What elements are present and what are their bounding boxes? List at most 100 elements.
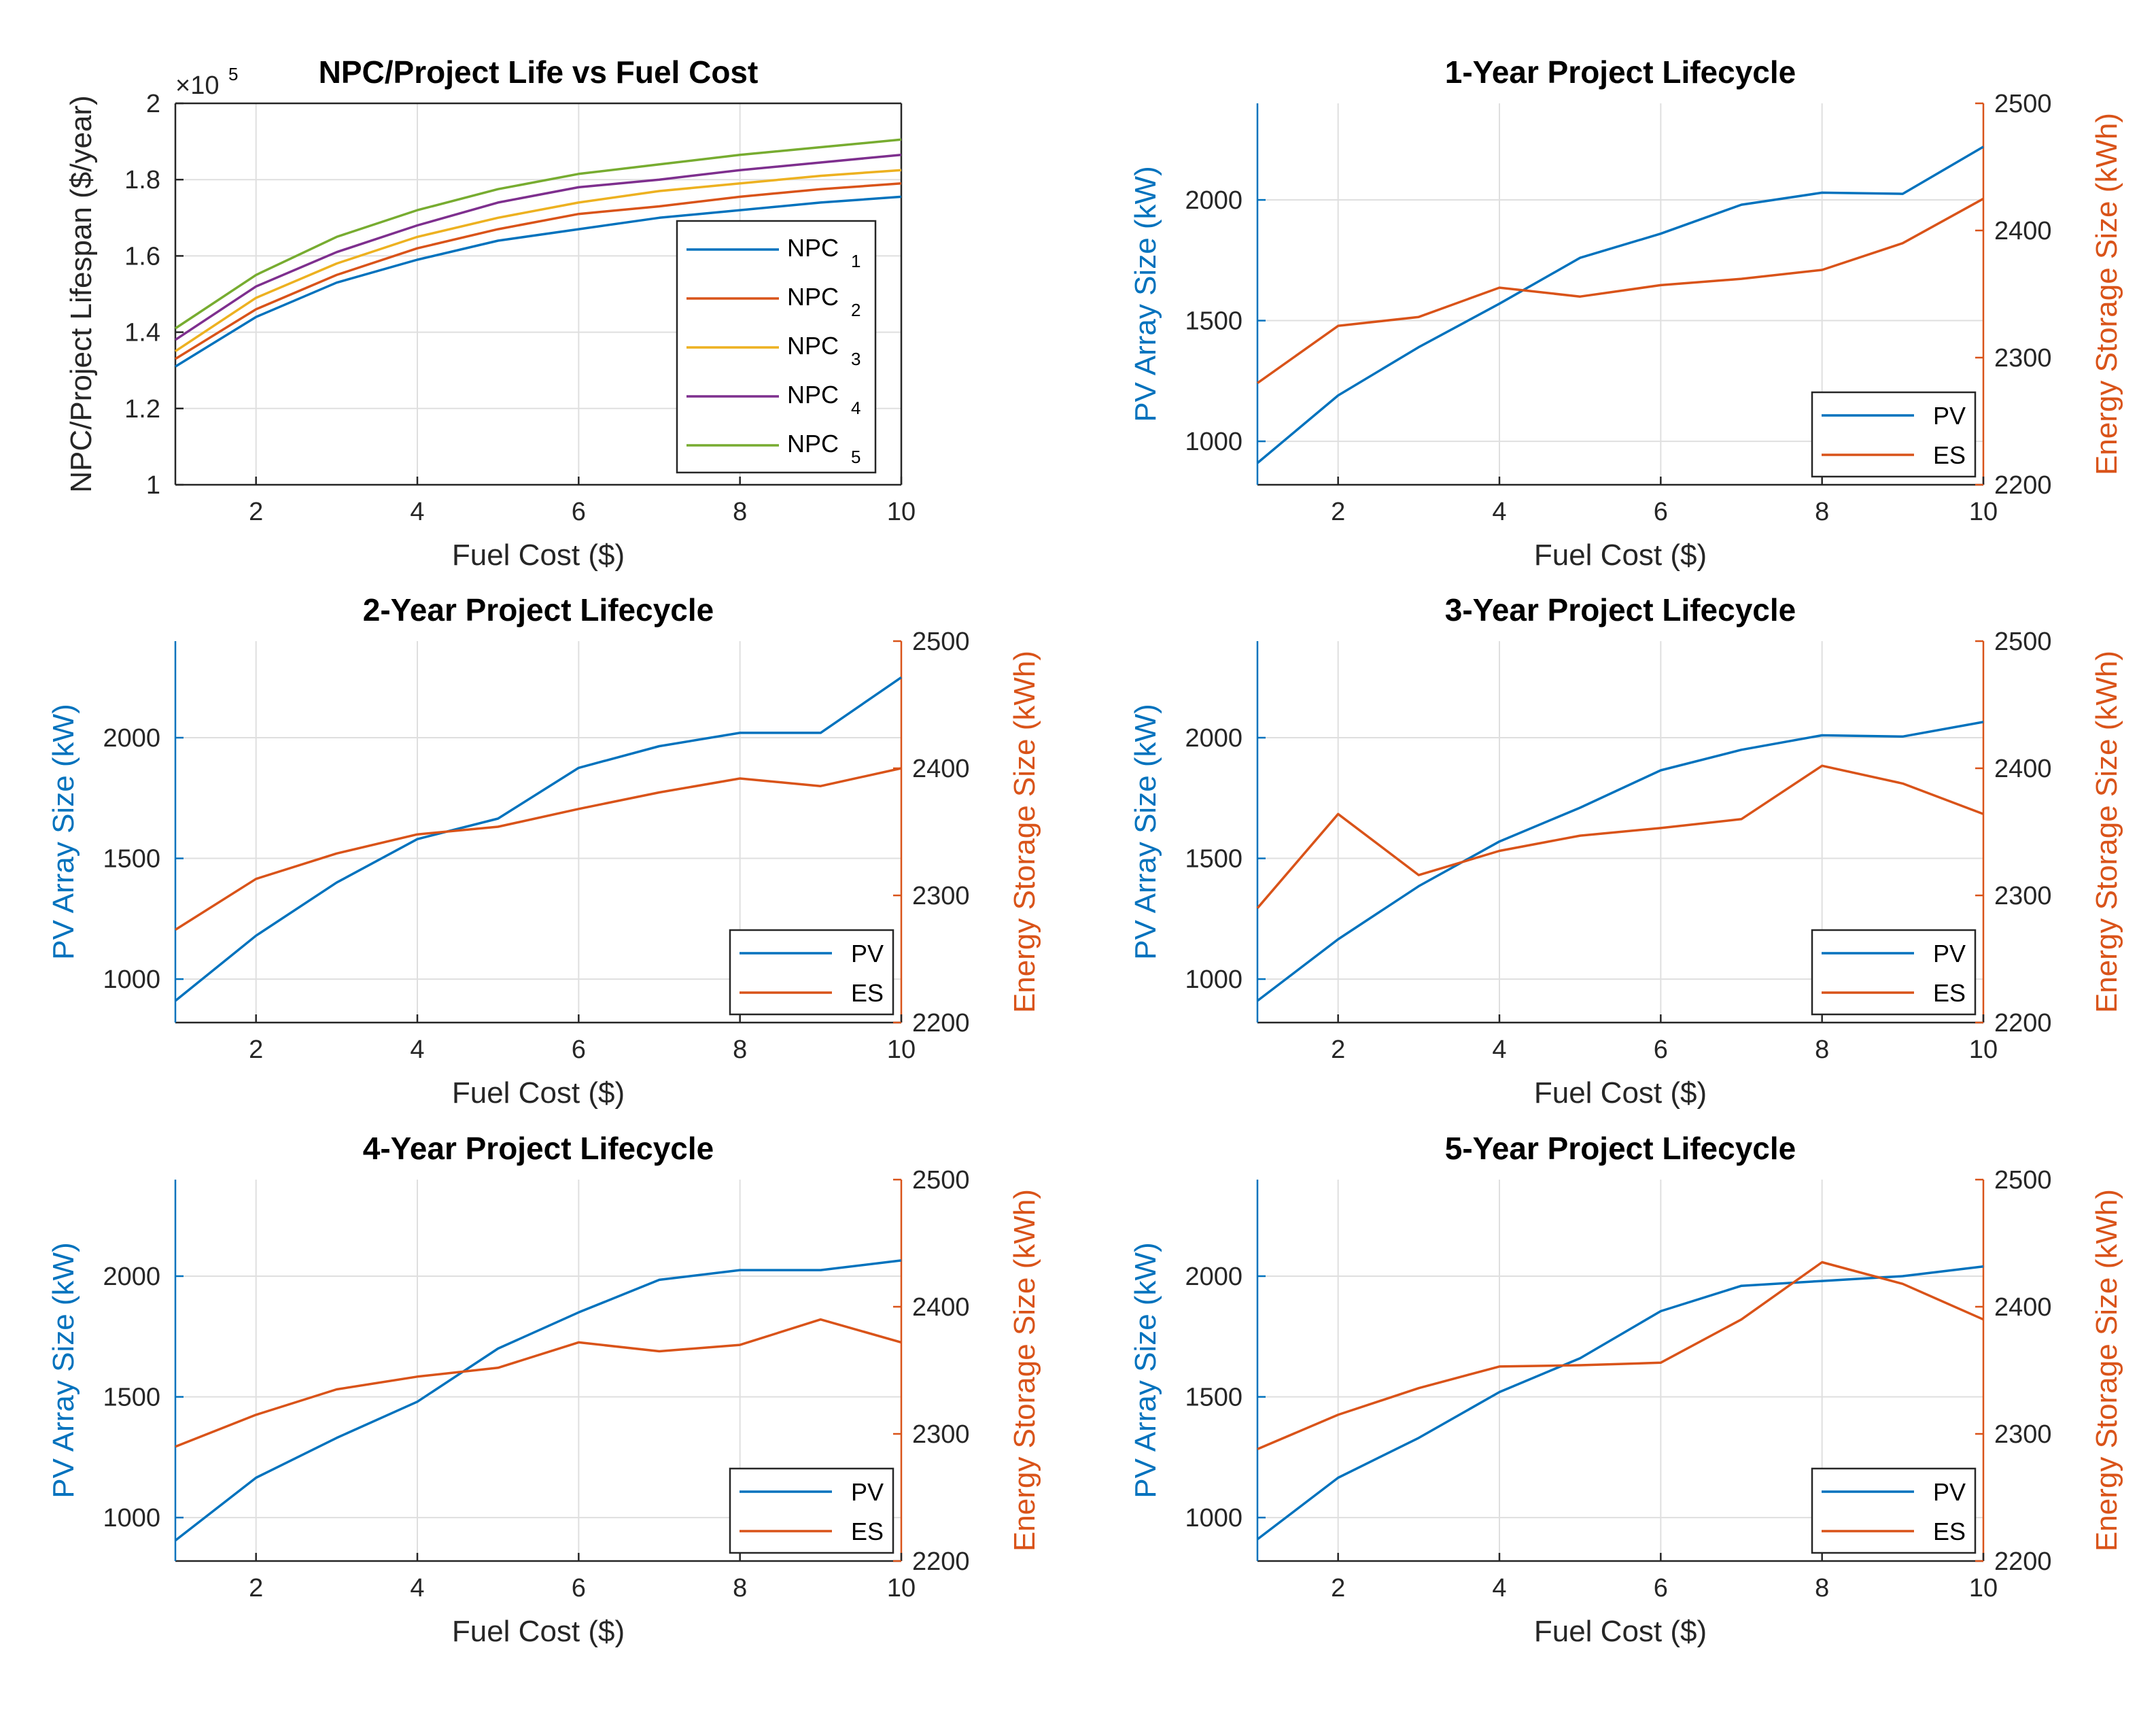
series-line-npc4 <box>175 153 902 341</box>
x-tick-label: 2 <box>1331 498 1345 526</box>
y-tick-label-left: 1.4 <box>124 319 160 347</box>
chart-title: 5-Year Project Lifecycle <box>1445 1131 1796 1166</box>
y-axis-label-right: Energy Storage Size (kWh) <box>1008 651 1041 1013</box>
legend-label: NPC <box>787 283 839 311</box>
legend-label: ES <box>1933 979 1966 1007</box>
legend-box <box>1811 929 1977 1016</box>
chart-panel-0: 2 4 6 8 10 1 1.2 1.4 1.6 1.8 2 NPC/Project Life vs … <box>65 54 916 572</box>
y-tick-label-right: 2300 <box>1994 882 2052 910</box>
chart-panel-3: 2 4 6 8 10 1000 1500 2000 2200 2300 2400 2500 3-Year… <box>1129 592 2123 1110</box>
x-axis-label: Fuel Cost ($) <box>452 538 625 572</box>
x-tick-label: 2 <box>249 1574 263 1602</box>
x-tick-label: 10 <box>887 498 916 526</box>
y-tick-label-right: 2500 <box>1994 1166 2052 1195</box>
y-tick-label-left: 2000 <box>103 1263 160 1291</box>
x-tick-label: 8 <box>733 1035 747 1064</box>
y-tick-label-left: 1 <box>146 471 160 500</box>
x-tick-label: 2 <box>249 1035 263 1064</box>
legend-label-subscript: 1 <box>851 251 860 271</box>
y-tick-label-right: 2300 <box>1994 1420 2052 1449</box>
legend: PV ES <box>1811 391 1977 478</box>
legend-label: ES <box>1933 441 1966 469</box>
legend-label: NPC <box>787 332 839 360</box>
y-tick-label-right: 2200 <box>1994 471 2052 500</box>
y-axis-label: NPC/Project Lifespan ($/year) <box>65 95 98 492</box>
legend: NPC 1 NPC 2 NPC 3 NPC 4 NPC 5 <box>676 220 877 474</box>
x-tick-label: 10 <box>887 1035 916 1064</box>
x-tick-label: 8 <box>1815 1574 1829 1602</box>
chart-panel-1: 2 4 6 8 10 1000 1500 2000 2200 2300 2400 2500 1-Year… <box>1129 54 2123 572</box>
legend: PV ES <box>1811 929 1977 1016</box>
legend-label: NPC <box>787 430 839 458</box>
y-tick-label-right: 2300 <box>912 1420 970 1449</box>
y-tick-label-right: 2400 <box>1994 1293 2052 1322</box>
series-line-es <box>1256 197 1984 384</box>
y-tick-label-left: 1.8 <box>124 166 160 194</box>
y-tick-label-left: 1000 <box>1185 965 1242 994</box>
y-tick-label-right: 2200 <box>912 1009 970 1038</box>
y-tick-label-left: 1500 <box>1185 1384 1242 1412</box>
x-tick-label: 8 <box>733 1574 747 1602</box>
x-tick-label: 6 <box>1654 1574 1668 1602</box>
series-line-es <box>175 767 902 931</box>
legend: PV ES <box>729 1467 894 1554</box>
y-tick-label-right: 2500 <box>912 1166 970 1195</box>
x-tick-label: 4 <box>410 498 424 526</box>
y-tick-label-left: 1000 <box>1185 428 1242 456</box>
x-tick-label: 4 <box>1492 1574 1506 1602</box>
legend-label: PV <box>851 940 884 967</box>
legend-label: PV <box>1933 1478 1966 1506</box>
x-tick-label: 8 <box>1815 498 1829 526</box>
series-line-es <box>1257 1261 1984 1451</box>
series-line-es <box>175 1318 902 1448</box>
y-tick-label-right: 2400 <box>912 755 970 783</box>
series-line-pv <box>174 1259 902 1542</box>
legend-box <box>1811 1467 1977 1554</box>
x-tick-label: 2 <box>249 498 263 526</box>
y-axis-label-left: PV Array Size (kW) <box>1129 704 1162 960</box>
legend-label-subscript: 5 <box>851 447 860 467</box>
x-axis-label: Fuel Cost ($) <box>1534 538 1707 572</box>
y-exponent-power: 5 <box>228 64 238 84</box>
y-tick-label-left: 2 <box>146 90 160 118</box>
legend-label: ES <box>851 979 884 1007</box>
y-tick-label-right: 2200 <box>912 1547 970 1576</box>
x-tick-label: 4 <box>1492 498 1506 526</box>
series-line-pv <box>1256 721 1984 1002</box>
y-axis-label-right: Energy Storage Size (kWh) <box>2090 1189 2123 1552</box>
y-axis-label-left: PV Array Size (kW) <box>47 704 80 960</box>
y-axis-label-right: Energy Storage Size (kWh) <box>1008 1189 1041 1552</box>
legend-box <box>729 1467 894 1554</box>
chart-title: 4-Year Project Lifecycle <box>363 1131 714 1166</box>
legend-box <box>729 929 894 1016</box>
series-line-es <box>1256 764 1984 909</box>
y-axis-label-left: PV Array Size (kW) <box>1129 166 1162 422</box>
x-tick-label: 10 <box>887 1574 916 1602</box>
y-tick-label-right: 2300 <box>912 882 970 910</box>
y-tick-label-right: 2500 <box>1994 628 2052 656</box>
y-axis-label-right: Energy Storage Size (kWh) <box>2090 113 2123 475</box>
x-axis-label: Fuel Cost ($) <box>452 1615 625 1648</box>
chart-panel-4: 2 4 6 8 10 1000 1500 2000 2200 2300 2400 2500 4-Year… <box>47 1131 1041 1648</box>
x-tick-label: 6 <box>1654 1035 1668 1064</box>
x-tick-label: 6 <box>572 1574 586 1602</box>
y-tick-label-left: 2000 <box>103 724 160 753</box>
series-line-pv <box>1256 1265 1984 1541</box>
x-tick-label: 10 <box>1969 1574 1998 1602</box>
y-tick-label-right: 2500 <box>1994 90 2052 118</box>
legend-label: PV <box>1933 940 1966 967</box>
series-line-pv <box>174 676 902 1002</box>
y-tick-label-right: 2300 <box>1994 344 2052 373</box>
series-line-npc3 <box>175 169 902 353</box>
y-tick-label-left: 1000 <box>1185 1504 1242 1532</box>
x-tick-label: 8 <box>733 498 747 526</box>
series-line-npc5 <box>175 138 902 330</box>
chart-title: 2-Year Project Lifecycle <box>363 592 714 628</box>
x-tick-label: 10 <box>1969 1035 1998 1064</box>
x-tick-label: 2 <box>1331 1574 1345 1602</box>
x-tick-label: 4 <box>410 1035 424 1064</box>
x-tick-label: 6 <box>1654 498 1668 526</box>
legend-box <box>1811 391 1977 478</box>
legend-label-subscript: 3 <box>851 349 860 369</box>
